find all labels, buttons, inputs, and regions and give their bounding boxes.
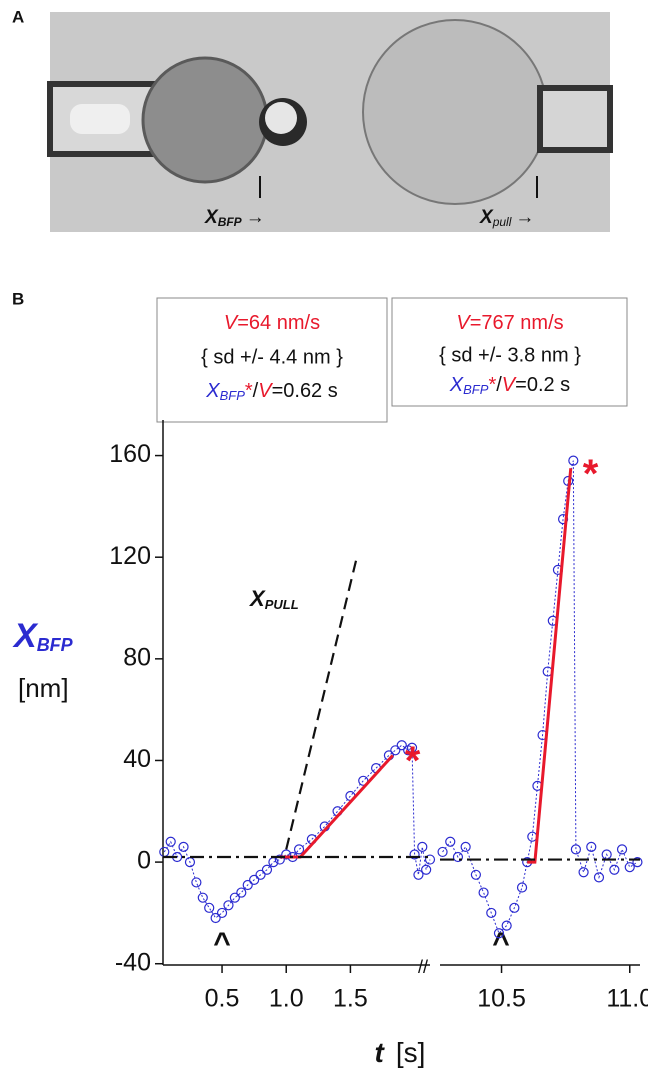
- y-tick-label: 0: [137, 847, 151, 875]
- svg-text:{ sd +/- 3.8 nm }: { sd +/- 3.8 nm }: [439, 344, 581, 366]
- data-point: [593, 872, 605, 883]
- x-tick-label: 1.5: [333, 985, 368, 1013]
- data-point: [210, 912, 221, 924]
- svg-text:XBFP*/V=0.62 s: XBFP*/V=0.62 s: [205, 380, 338, 403]
- x-tick-label: 1.0: [269, 985, 304, 1013]
- data-point: [586, 841, 597, 852]
- y-tick-label: 160: [109, 440, 151, 468]
- data-point: [424, 854, 436, 865]
- data-point: [570, 844, 581, 855]
- data-point: [204, 902, 215, 913]
- data-point: [568, 455, 579, 466]
- dashed-line: [285, 556, 358, 850]
- data-point: [616, 844, 628, 855]
- trace-line: [163, 744, 431, 919]
- y-tick-label: -40: [115, 948, 151, 976]
- svg-text:V=767 nm/s: V=767 nm/s: [456, 312, 563, 334]
- y-tick-label: 40: [123, 745, 151, 773]
- annotation-box: [391, 297, 628, 407]
- data-point: [460, 841, 471, 852]
- annotation-box: [156, 297, 388, 423]
- data-point: [191, 877, 202, 888]
- data-point: [516, 882, 528, 893]
- pull-label: XPULL: [248, 586, 299, 613]
- fit-line: [527, 468, 573, 864]
- data-point: [390, 745, 401, 756]
- data-point: [197, 892, 208, 903]
- data-point: [293, 844, 305, 855]
- onset-marker: ^: [492, 927, 510, 960]
- data-point: [478, 887, 489, 898]
- data-point: [609, 864, 620, 875]
- data-point: [242, 879, 253, 891]
- data-point: [452, 851, 464, 863]
- data-point: [236, 887, 247, 898]
- x-tick-label: 10.5: [477, 985, 526, 1013]
- panel-label: A: [12, 7, 24, 26]
- data-point: [249, 874, 260, 885]
- data-point: [255, 869, 266, 880]
- data-point: [274, 854, 285, 865]
- data-point: [437, 846, 448, 858]
- x-tick-label: 11.0: [606, 985, 648, 1013]
- data-point: [229, 892, 240, 903]
- data-point: [578, 867, 589, 878]
- svg-text:{ sd +/- 4.4 nm }: { sd +/- 4.4 nm }: [201, 346, 343, 368]
- end-marker: *: [405, 739, 421, 783]
- data-point: [413, 869, 424, 880]
- data-point: [281, 849, 292, 860]
- svg-text:XBFP*/V=0.2 s: XBFP*/V=0.2 s: [449, 374, 570, 397]
- data-point: [632, 856, 643, 868]
- y-tick-label: 120: [109, 542, 151, 570]
- data-point: [509, 902, 520, 913]
- y-axis-label: XBFP: [12, 617, 74, 655]
- onset-marker: ^: [213, 927, 231, 960]
- data-point: [501, 920, 512, 931]
- data-point: [184, 856, 196, 868]
- data-point: [421, 864, 432, 875]
- marker-label: Xpull →: [479, 207, 534, 229]
- panel-label: B: [12, 289, 24, 308]
- micrograph: [47, 12, 613, 232]
- data-point: [409, 849, 420, 860]
- x-tick-label: 0.5: [205, 985, 240, 1013]
- data-point: [178, 841, 189, 852]
- trace-line: [442, 460, 638, 935]
- data-point: [261, 864, 273, 875]
- data-point: [445, 836, 456, 847]
- data-point: [493, 928, 505, 939]
- data-point: [216, 907, 228, 919]
- data-point: [470, 869, 481, 880]
- y-tick-label: 80: [123, 643, 151, 671]
- data-point: [396, 740, 407, 751]
- data-point: [486, 907, 497, 919]
- data-point: [223, 900, 234, 911]
- marker-label: XBFP →: [204, 207, 265, 229]
- box-text: V=64 nm/s { sd +/- 4.4 nm } XBFP*/V=0.62…: [201, 312, 581, 403]
- data-point: [417, 841, 428, 852]
- end-marker: *: [583, 452, 599, 496]
- axis-break: //: [418, 957, 428, 977]
- y-axis-unit: [nm]: [18, 673, 69, 703]
- data-point: [406, 742, 418, 753]
- x-axis-label: t [s]: [375, 1037, 426, 1068]
- data-point: [165, 836, 176, 847]
- data-point: [624, 862, 635, 873]
- svg-text:V=64 nm/s: V=64 nm/s: [224, 312, 320, 334]
